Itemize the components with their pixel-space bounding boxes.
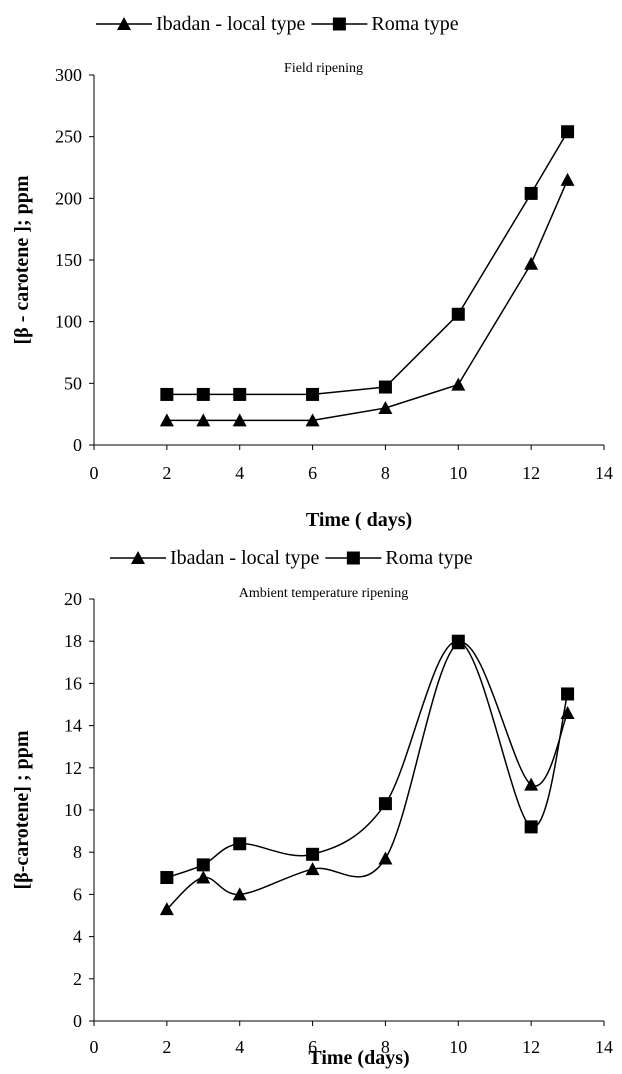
x-tick-label: 8 — [381, 463, 390, 483]
legend-label: Ibadan - local type — [156, 13, 305, 35]
legend-label: Roma type — [385, 547, 472, 569]
data-point — [196, 387, 210, 401]
data-point — [561, 687, 575, 701]
data-point — [378, 797, 392, 811]
y-tick-label: 20 — [64, 589, 82, 609]
y-axis-title: [β - carotene ]; ppm — [11, 175, 33, 344]
data-point — [159, 413, 174, 427]
legend-label: Roma type — [371, 13, 458, 35]
x-tick-label: 6 — [308, 1037, 317, 1057]
x-tick-label: 0 — [90, 1037, 99, 1057]
data-point — [378, 380, 392, 394]
data-point — [232, 887, 247, 901]
chart-title: Ambient temperature ripening — [239, 586, 409, 601]
data-point — [524, 256, 539, 270]
data-point — [160, 871, 174, 885]
y-tick-label: 18 — [64, 631, 82, 651]
x-tick-label: 0 — [90, 463, 99, 483]
x-tick-label: 10 — [449, 1037, 467, 1057]
y-tick-label: 0 — [73, 1011, 82, 1031]
data-point — [306, 847, 320, 861]
y-tick-label: 150 — [55, 250, 82, 270]
data-point — [378, 401, 393, 414]
series-line — [166, 131, 569, 396]
y-tick-label: 0 — [73, 435, 82, 455]
legend-marker — [117, 17, 131, 30]
x-tick-label: 6 — [308, 463, 317, 483]
y-tick-label: 250 — [55, 127, 82, 147]
data-point — [378, 851, 393, 865]
data-point — [305, 862, 320, 876]
data-point — [451, 634, 465, 648]
data-point — [524, 820, 538, 834]
data-point — [305, 413, 320, 427]
data-point — [196, 413, 211, 427]
x-tick-label: 4 — [235, 1037, 244, 1057]
x-tick-label: 2 — [162, 1037, 171, 1057]
y-tick-label: 12 — [64, 758, 82, 778]
legend-label: Ibadan - local type — [170, 547, 319, 569]
x-tick-label: 4 — [235, 463, 244, 483]
x-tick-label: 12 — [522, 1037, 540, 1057]
series-line — [166, 640, 569, 879]
data-point — [306, 387, 320, 401]
data-point — [451, 377, 466, 391]
y-tick-label: 200 — [55, 188, 82, 208]
data-point — [561, 125, 575, 139]
y-tick-label: 100 — [55, 312, 82, 332]
data-point — [196, 858, 210, 872]
y-tick-label: 300 — [55, 65, 82, 85]
series-line — [166, 179, 569, 422]
data-point — [196, 870, 211, 884]
y-tick-label: 6 — [73, 884, 82, 904]
chart-title: Field ripening — [284, 61, 363, 76]
data-point — [524, 186, 538, 200]
y-axis-title: [β-carotene] ; ppm — [11, 730, 33, 889]
data-point — [451, 307, 465, 321]
x-tick-label: 2 — [162, 463, 171, 483]
chart-ambient-ripening: 0 2 4 6 8 10 12 14 16 18 20 0 2 4 6 8 10 12 14 Time (days) [… — [11, 547, 613, 1069]
series-line — [166, 642, 569, 910]
data-point — [524, 777, 539, 791]
x-tick-label: 14 — [595, 463, 613, 483]
x-tick-label: 14 — [595, 1037, 613, 1057]
y-tick-label: 8 — [73, 842, 82, 862]
x-tick-label: 8 — [381, 1037, 390, 1057]
data-point — [160, 387, 174, 401]
legend-marker — [131, 551, 145, 564]
y-tick-label: 50 — [64, 373, 82, 393]
y-tick-label: 4 — [73, 927, 82, 947]
y-tick-label: 16 — [64, 673, 82, 693]
data-point — [233, 837, 247, 851]
y-tick-label: 10 — [64, 800, 82, 820]
x-tick-label: 12 — [522, 463, 540, 483]
x-axis-title: Time (days) — [308, 1047, 409, 1069]
y-tick-label: 2 — [73, 969, 82, 989]
x-tick-label: 10 — [449, 463, 467, 483]
legend-marker — [346, 551, 360, 565]
data-point — [560, 172, 575, 186]
chart-field-ripening: 0 50 100 150 200 250 300 0 2 4 6 8 10 12 14 Time ( days… — [11, 13, 613, 531]
legend-marker — [332, 17, 346, 31]
data-point — [232, 413, 247, 427]
data-point — [233, 387, 247, 401]
data-point — [159, 902, 174, 916]
x-axis-title: Time ( days) — [306, 509, 412, 531]
y-tick-label: 14 — [64, 716, 82, 736]
